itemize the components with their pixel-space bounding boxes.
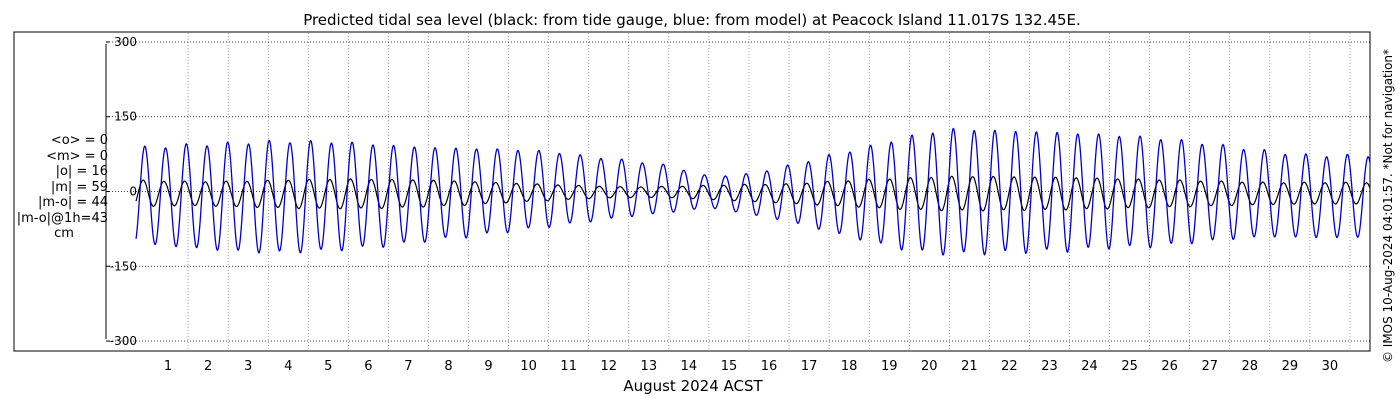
x-tick-label: 22 <box>1001 359 1018 374</box>
stat-mean-model: <m> = 0 <box>46 148 108 164</box>
stat-abs-obs: |o| = 16 <box>55 164 108 179</box>
x-tick-label: 6 <box>364 359 372 374</box>
grid-layer <box>106 33 1370 351</box>
x-tick-label: 4 <box>284 359 292 374</box>
x-tick-label: 29 <box>1282 359 1299 374</box>
x-tick-label: 17 <box>801 359 818 374</box>
x-tick-label: 3 <box>244 359 252 374</box>
x-tick-label: 23 <box>1041 359 1058 374</box>
x-tick-label: 21 <box>961 359 978 374</box>
y-tick-label: 0 <box>129 185 137 199</box>
x-axis-label: August 2024 ACST <box>623 377 763 395</box>
x-tick-label: 27 <box>1201 359 1218 374</box>
series-line-model <box>135 127 1371 256</box>
y-tick-label: -150 <box>110 259 137 273</box>
y-tick-label: -300 <box>110 334 137 348</box>
x-tick-label: 28 <box>1242 359 1259 374</box>
stat-abs-diff-1h: |m-o|@1h=43 <box>16 210 108 226</box>
x-tick-label: 18 <box>841 359 858 374</box>
x-tick-label: 24 <box>1081 359 1098 374</box>
stat-abs-diff: |m-o| = 44 <box>37 195 108 210</box>
x-tick-label: 14 <box>681 359 698 374</box>
x-tick-label: 30 <box>1322 359 1339 374</box>
y-tick-label: 300 <box>114 35 137 49</box>
x-tick-label: 5 <box>324 359 332 374</box>
series-line-gauge <box>135 175 1371 212</box>
series-layer <box>135 127 1371 256</box>
x-tick-label: 25 <box>1121 359 1138 374</box>
copyright-note: © IMOS 10-Aug-2024 04:01:57. *Not for na… <box>1381 49 1395 363</box>
y-tick-label: 150 <box>114 110 137 124</box>
x-tick-label: 1 <box>164 359 172 374</box>
stat-mean-obs: <o> = 0 <box>50 133 108 148</box>
stat-unit: cm <box>54 226 74 241</box>
stat-abs-model: |m| = 59 <box>50 179 108 195</box>
x-tick-label: 16 <box>761 359 778 374</box>
chart-title: Predicted tidal sea level (black: from t… <box>303 11 1081 29</box>
x-tick-label: 7 <box>404 359 412 374</box>
x-tick-label: 11 <box>560 359 577 374</box>
x-tick-label: 9 <box>484 359 492 374</box>
x-tick-label: 10 <box>520 359 537 374</box>
x-tick-label: 2 <box>204 359 212 374</box>
x-tick-label: 12 <box>600 359 617 374</box>
x-tick-label: 15 <box>721 359 738 374</box>
x-tick-label: 20 <box>921 359 938 374</box>
x-tick-label: 19 <box>881 359 898 374</box>
error-stats-panel: <o> = 0 <m> = 0 |o| = 16 |m| = 59 |m-o| … <box>8 133 108 242</box>
x-tick-label: 26 <box>1161 359 1178 374</box>
x-tick-label: 13 <box>641 359 658 374</box>
x-tick-label: 8 <box>444 359 452 374</box>
